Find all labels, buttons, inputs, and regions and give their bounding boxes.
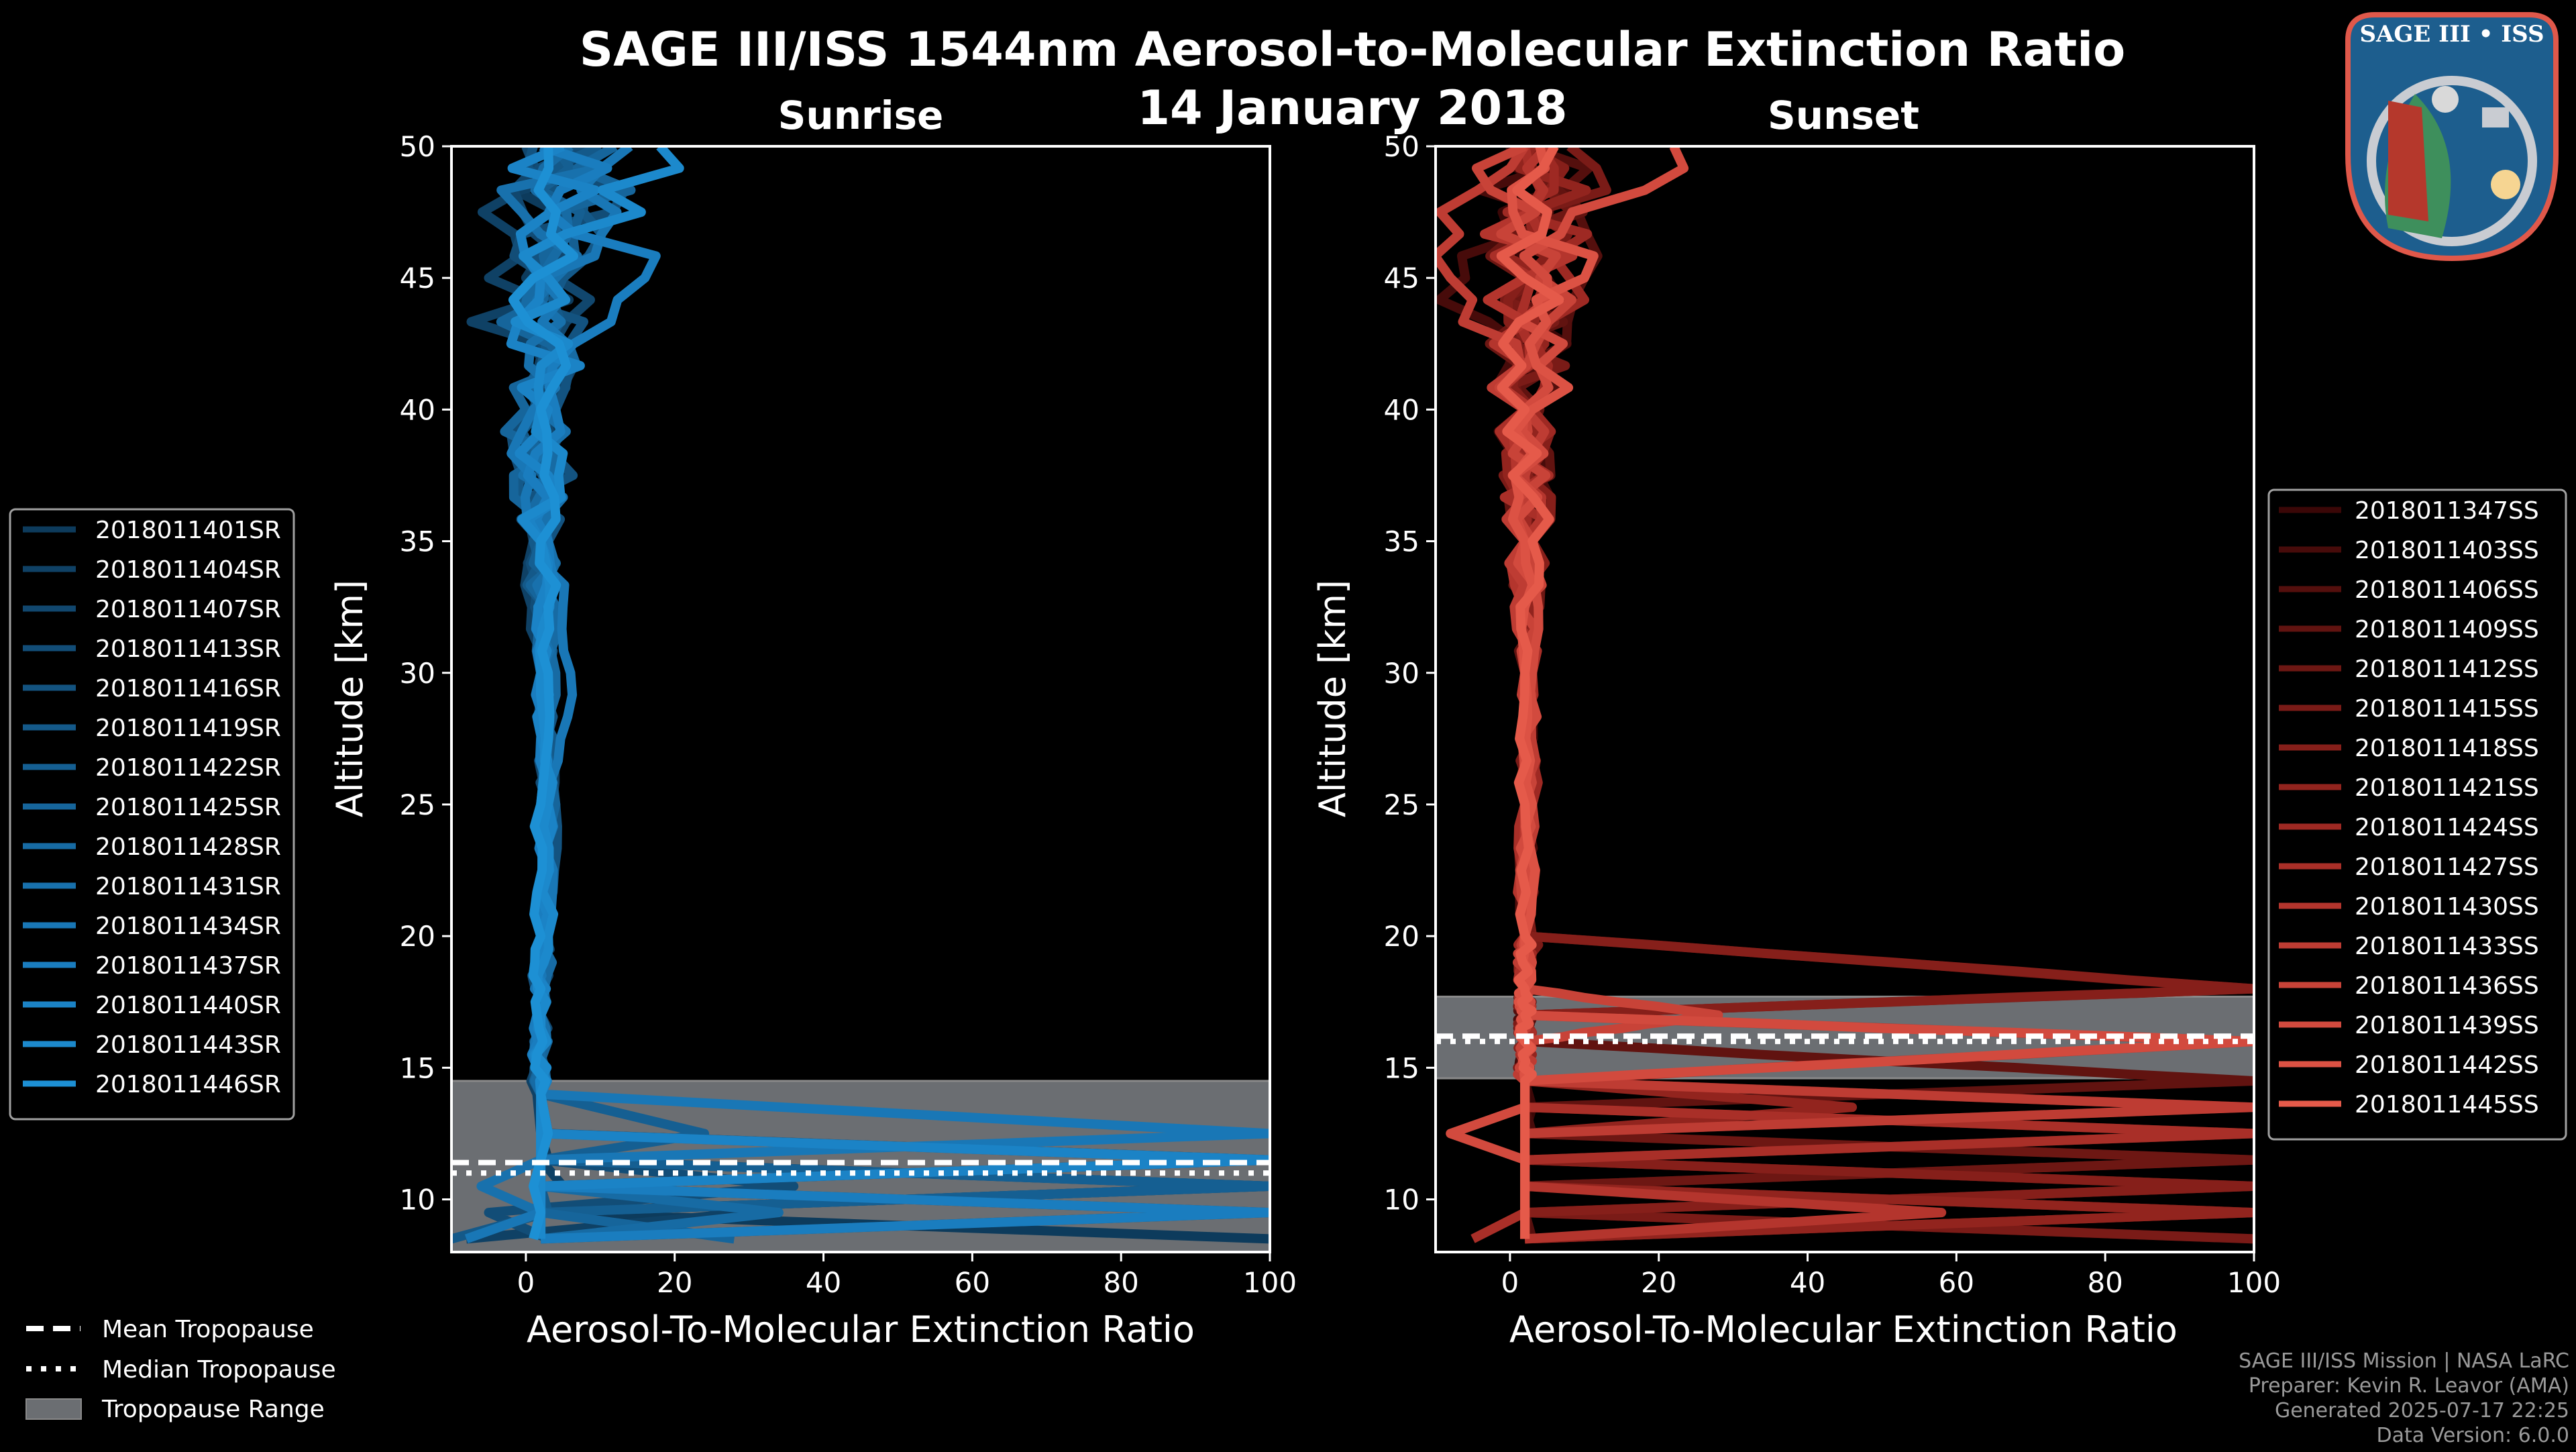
credit-mission: SAGE III/ISS Mission | NASA LaRC — [2239, 1349, 2569, 1373]
x-tick-label: 0 — [1501, 1266, 1519, 1299]
x-tick-label: 40 — [1790, 1266, 1825, 1299]
sunset-legend: 2018011347SS 2018011403SS 2018011406SS 2018… — [2267, 488, 2567, 1141]
sunset-panel: Sunset 0 20 40 60 80 100 10 15 20 25 30 35 40 45 50 Aero… — [1311, 93, 2567, 1351]
profile-line-2018011439SS — [1446, 146, 2254, 1239]
y-tick-label: 45 — [400, 262, 435, 295]
figure-title: SAGE III/ISS 1544nm Aerosol-to-Molecular… — [580, 22, 2126, 77]
y-tick-label: 30 — [1384, 657, 1419, 690]
legend-label: 2018011413SR — [95, 635, 281, 663]
legend-label: 2018011412SS — [2355, 656, 2539, 683]
legend-label: 2018011446SR — [95, 1071, 281, 1098]
legend-label: 2018011403SS — [2355, 537, 2539, 564]
legend-label: 2018011401SR — [95, 517, 281, 544]
axes-frame — [1434, 145, 2255, 1253]
tropopause-legend: Mean Tropopause Median Tropopause Tropop… — [25, 1316, 336, 1423]
credit-preparer: Preparer: Kevin R. Leavor (AMA) — [2249, 1374, 2569, 1398]
plot-area — [451, 146, 1270, 1252]
tropopause-range-label: Tropopause Range — [101, 1396, 325, 1423]
credit-version: Data Version: 6.0.0 — [2377, 1424, 2569, 1447]
y-tick-label: 35 — [1384, 525, 1419, 558]
y-tick-label: 45 — [1384, 262, 1419, 295]
logo-text: SAGE III • ISS — [2359, 21, 2544, 48]
y-axis-label: Altitude [km] — [329, 580, 371, 817]
y-tick-label: 10 — [400, 1184, 435, 1216]
x-tick-label: 100 — [2227, 1266, 2281, 1299]
profile-line-2018011446SR — [508, 146, 578, 1241]
y-tick-label: 20 — [400, 920, 435, 953]
x-tick-label: 0 — [517, 1266, 535, 1299]
legend-box — [2267, 488, 2567, 1141]
axes-frame — [450, 145, 1271, 1253]
mean-tropopause-label: Mean Tropopause — [102, 1316, 314, 1343]
sage-iii-iss-logo: SAGE III • ISS — [2345, 12, 2559, 262]
y-tick-label: 10 — [1384, 1184, 1419, 1216]
y-axis-label: Altitude [km] — [1311, 580, 1354, 817]
x-tick-label: 40 — [806, 1266, 841, 1299]
legend-label: 2018011409SS — [2355, 616, 2539, 643]
y-tick-label: 50 — [1384, 130, 1419, 163]
sunrise-panel: Sunrise 0 20 40 60 80 100 10 15 20 25 30 35 40 45 50 Aer… — [9, 93, 1297, 1351]
legend-label: 2018011445SS — [2355, 1091, 2539, 1119]
median-tropopause-label: Median Tropopause — [102, 1356, 336, 1384]
x-tick-label: 60 — [955, 1266, 990, 1299]
y-tick-label: 15 — [1384, 1051, 1419, 1084]
legend-label: 2018011443SR — [95, 1031, 281, 1059]
y-tick-label: 40 — [400, 393, 435, 426]
legend-label: 2018011431SR — [95, 873, 281, 900]
y-tick-label: 25 — [400, 788, 435, 821]
y-tick-label: 35 — [400, 525, 435, 558]
plot-area — [1436, 146, 2254, 1244]
x-tick-label: 80 — [2087, 1266, 2123, 1299]
legend-label: 2018011416SR — [95, 675, 281, 703]
legend-label: 2018011436SS — [2355, 972, 2539, 1000]
legend-label: 2018011434SR — [95, 913, 281, 940]
legend-label: 2018011428SR — [95, 833, 281, 861]
legend-label: 2018011440SR — [95, 992, 281, 1019]
legend-box — [9, 508, 295, 1121]
legend-label: 2018011422SR — [95, 754, 281, 782]
y-tick-label: 40 — [1384, 393, 1419, 426]
figure-date: 14 January 2018 — [1137, 81, 1567, 136]
legend-label: 2018011406SS — [2355, 576, 2539, 604]
legend-label: 2018011427SS — [2355, 853, 2539, 881]
legend-label: 2018011407SR — [95, 596, 281, 623]
legend-label: 2018011424SS — [2355, 814, 2539, 841]
legend-label: 2018011347SS — [2355, 497, 2539, 525]
y-tick-label: 20 — [1384, 920, 1419, 953]
sunrise-legend: 2018011401SR 2018011404SR 2018011407SR 2018… — [9, 508, 295, 1121]
x-tick-label: 20 — [1641, 1266, 1676, 1299]
x-tick-label: 20 — [657, 1266, 692, 1299]
credit-generated: Generated 2025-07-17 22:25 — [2275, 1399, 2569, 1422]
y-tick-label: 50 — [400, 130, 435, 163]
x-tick-label: 60 — [1939, 1266, 1974, 1299]
subplot-title: Sunset — [1768, 93, 1919, 138]
legend-label: 2018011419SR — [95, 715, 281, 742]
x-tick-label: 100 — [1243, 1266, 1297, 1299]
legend-label: 2018011442SS — [2355, 1051, 2539, 1079]
legend-label: 2018011437SR — [95, 952, 281, 980]
y-tick-label: 30 — [400, 657, 435, 690]
x-tick-label: 80 — [1103, 1266, 1138, 1299]
tropopause-range-swatch — [25, 1398, 82, 1420]
legend-label: 2018011425SR — [95, 794, 281, 821]
x-axis-label: Aerosol-To-Molecular Extinction Ratio — [527, 1308, 1195, 1351]
credits: SAGE III/ISS Mission | NASA LaRC Prepare… — [2239, 1349, 2569, 1447]
y-tick-label: 25 — [1384, 788, 1419, 821]
profile-line-2018011445SS — [1496, 146, 1564, 1239]
legend-label: 2018011433SS — [2355, 933, 2539, 960]
legend-label: 2018011404SR — [95, 556, 281, 584]
y-tick-label: 15 — [400, 1051, 435, 1084]
legend-label: 2018011421SS — [2355, 774, 2539, 802]
legend-label: 2018011430SS — [2355, 893, 2539, 921]
legend-label: 2018011418SS — [2355, 735, 2539, 762]
legend-label: 2018011439SS — [2355, 1012, 2539, 1039]
subplot-title: Sunrise — [778, 93, 944, 138]
x-axis-label: Aerosol-To-Molecular Extinction Ratio — [1509, 1308, 2178, 1351]
legend-label: 2018011415SS — [2355, 695, 2539, 723]
